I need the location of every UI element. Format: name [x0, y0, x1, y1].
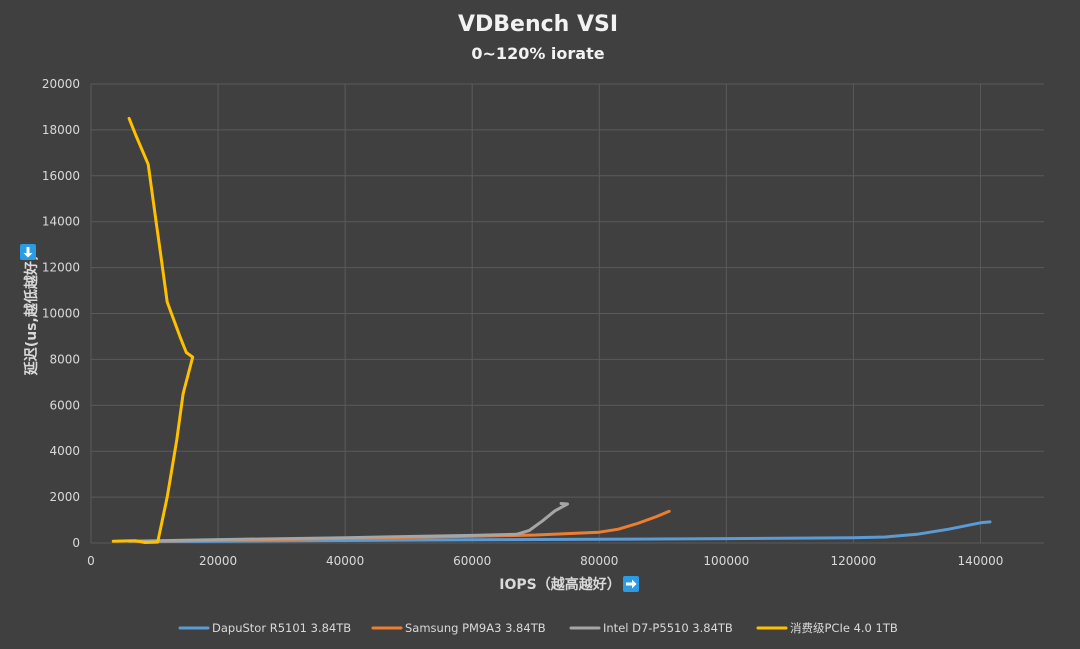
legend-label: 消费级PCIe 4.0 1TB: [790, 621, 898, 635]
x-tick-label: 0: [87, 554, 95, 568]
chart-subtitle: 0~120% iorate: [471, 44, 604, 63]
y-tick-label: 6000: [49, 398, 80, 412]
y-tick-label: 16000: [42, 169, 80, 183]
x-tick-label: 120000: [830, 554, 876, 568]
x-axis-title: IOPS（越高越好）: [499, 576, 639, 593]
y-tick-labels: 0 2000 4000 6000 8000 10000 12000 14000 16000 180…: [42, 77, 80, 550]
arrow-down-icon: [20, 244, 36, 260]
grid-lines: [90, 83, 1044, 544]
y-tick-label: 18000: [42, 123, 80, 137]
y-tick-label: 0: [72, 536, 80, 550]
x-tick-label: 140000: [958, 554, 1004, 568]
y-tick-label: 14000: [42, 215, 80, 229]
x-tick-label: 60000: [453, 554, 491, 568]
chart-title: VDBench VSI: [458, 12, 618, 37]
y-tick-label: 4000: [49, 444, 80, 458]
x-tick-label: 100000: [703, 554, 749, 568]
y-axis-label: 延迟(us,越低越好): [23, 255, 40, 376]
series-line-3: [127, 502, 569, 543]
legend: DapuStor R5101 3.84TB Samsung PM9A3 3.84T…: [178, 621, 898, 635]
y-tick-label: 8000: [49, 352, 80, 366]
legend-item-4: 消费级PCIe 4.0 1TB: [756, 621, 898, 635]
x-tick-label: 20000: [199, 554, 237, 568]
y-axis-title: 延迟(us,越低越好): [20, 244, 40, 376]
legend-label: DapuStor R5101 3.84TB: [212, 621, 351, 635]
x-tick-labels: 0 20000 40000 60000 80000 100000 120000 140000: [87, 554, 1003, 568]
x-tick-label: 40000: [326, 554, 364, 568]
x-axis-label: IOPS（越高越好）: [499, 576, 620, 593]
legend-label: Intel D7-P5510 3.84TB: [603, 621, 733, 635]
y-tick-label: 20000: [42, 77, 80, 91]
legend-label: Samsung PM9A3 3.84TB: [405, 621, 546, 635]
legend-item-1: DapuStor R5101 3.84TB: [178, 621, 351, 635]
y-tick-label: 10000: [42, 307, 80, 321]
series-lines: [111, 116, 992, 544]
legend-item-2: Samsung PM9A3 3.84TB: [371, 621, 546, 635]
x-tick-label: 80000: [580, 554, 618, 568]
legend-item-3: Intel D7-P5510 3.84TB: [569, 621, 733, 635]
y-tick-label: 12000: [42, 261, 80, 275]
arrow-right-icon: [623, 576, 639, 592]
y-tick-label: 2000: [49, 490, 80, 504]
series-line-1: [140, 520, 992, 544]
series-line-4: [111, 116, 195, 544]
